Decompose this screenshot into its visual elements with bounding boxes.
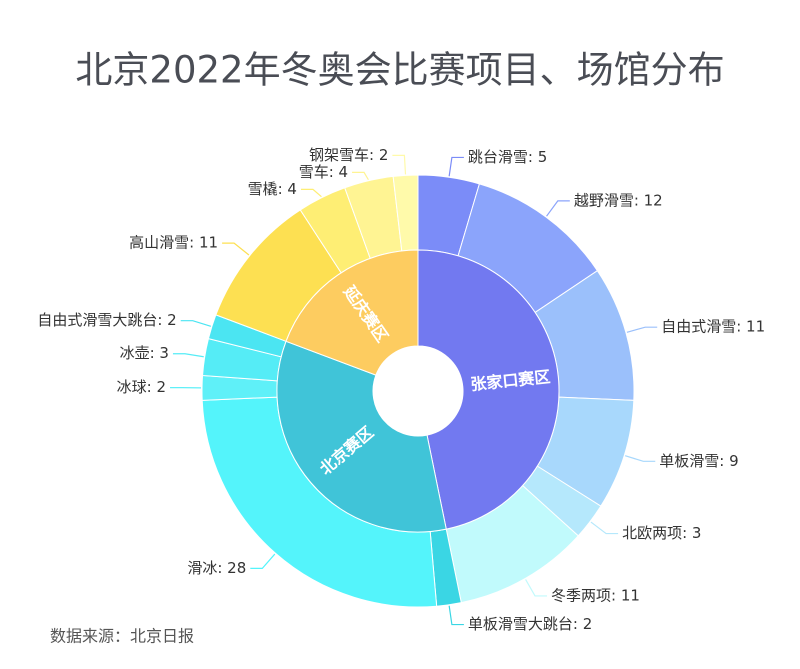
leader-line — [624, 455, 656, 462]
leader-line — [172, 353, 204, 358]
leader-line — [352, 171, 369, 181]
segment-label: 单板滑雪大跳台: 2 — [468, 615, 592, 633]
inner-segment — [285, 249, 419, 376]
segment-label: 单板滑雪: 9 — [659, 452, 738, 470]
leader-line — [626, 326, 658, 333]
segment-label: 高山滑雪: 11 — [129, 234, 218, 252]
leader-line — [546, 200, 570, 217]
chart-title: 北京2022年冬奥会比赛项目、场馆分布 — [75, 49, 724, 92]
segment-label: 越野滑雪: 12 — [574, 191, 663, 209]
segment-label: 雪橇: 4 — [248, 180, 297, 198]
leader-line — [300, 188, 322, 198]
segment-label: 跳台滑雪: 5 — [468, 148, 547, 166]
leader-line — [525, 579, 548, 597]
inner-segment — [417, 249, 560, 530]
segment-label: 冰壶: 3 — [120, 344, 169, 362]
segment-label: 自由式滑雪: 11 — [661, 318, 765, 336]
source-note: 数据来源：北京日报 — [50, 627, 194, 646]
leader-line — [448, 605, 464, 626]
segment-label: 冰球: 2 — [117, 378, 166, 396]
segment-label: 自由式滑雪大跳台: 2 — [37, 311, 176, 329]
segment-label: 滑冰: 28 — [187, 559, 246, 577]
leader-line — [392, 154, 407, 175]
labels: 跳台滑雪: 5 越野滑雪: 12 自由式滑雪: 11 单板滑雪: 9 北欧两项: 3 冬季… — [37, 146, 765, 633]
inner-segment — [276, 340, 447, 533]
segment-label: 北欧两项: 3 — [622, 524, 701, 542]
leader-line — [448, 156, 464, 177]
leader-line — [590, 521, 619, 535]
segment-label: 雪车: 4 — [299, 163, 348, 181]
leader-line — [222, 242, 250, 256]
leader-line — [180, 320, 212, 327]
leader-line — [250, 553, 276, 569]
segment-label: 冬季两项: 11 — [551, 586, 640, 604]
segment-label: 钢架雪车: 2 — [309, 146, 388, 164]
